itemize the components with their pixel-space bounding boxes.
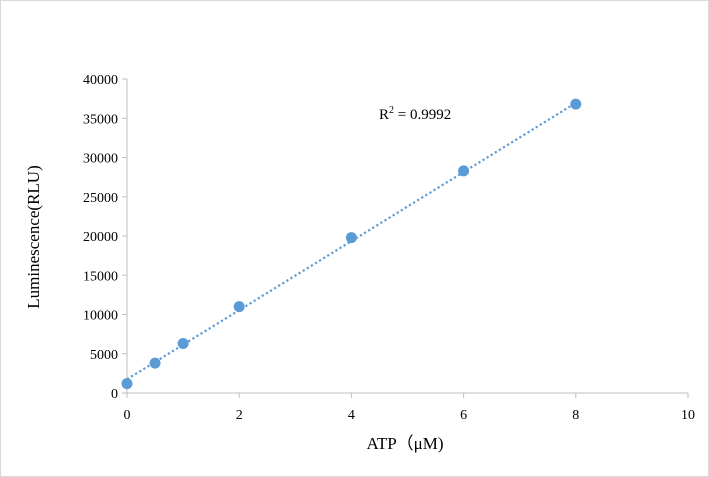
r-squared-value: = 0.9992 (394, 107, 451, 123)
r-squared-superscript: 2 (389, 105, 394, 116)
data-point (458, 165, 470, 177)
y-tick-label: 40000 (83, 73, 118, 88)
y-tick-label: 25000 (83, 191, 118, 206)
x-tick-label: 4 (348, 408, 355, 423)
data-point (177, 338, 189, 350)
r-squared-label: R (379, 107, 389, 123)
axes: 0 5000 10000 15000 20000 25000 30000 35000 40000… (83, 73, 695, 423)
y-tick-label: 30000 (83, 152, 118, 167)
y-tick-label: 10000 (83, 309, 118, 324)
data-point (345, 232, 357, 244)
x-axis-title: ATP（μM) (366, 434, 443, 453)
y-axis-title: Luminescence(RLU) (24, 165, 43, 309)
x-tick-label: 10 (681, 408, 695, 423)
y-tick-label: 20000 (83, 230, 118, 245)
trendline-group (126, 102, 577, 381)
x-tick-label: 0 (124, 408, 131, 423)
x-tick-label: 2 (236, 408, 243, 423)
data-point (233, 301, 245, 313)
data-point (149, 357, 161, 369)
y-tick-label: 0 (111, 387, 118, 402)
r-squared-annotation: R2 = 0.9992 (379, 105, 451, 123)
trendline (126, 102, 577, 381)
data-points (121, 98, 582, 390)
data-point (570, 98, 582, 110)
x-tick-label: 6 (460, 408, 467, 423)
y-tick-label: 5000 (90, 348, 118, 363)
y-tick-label: 35000 (83, 112, 118, 127)
y-tick-label: 15000 (83, 269, 118, 284)
x-tick-label: 8 (572, 408, 579, 423)
data-point (121, 378, 133, 390)
